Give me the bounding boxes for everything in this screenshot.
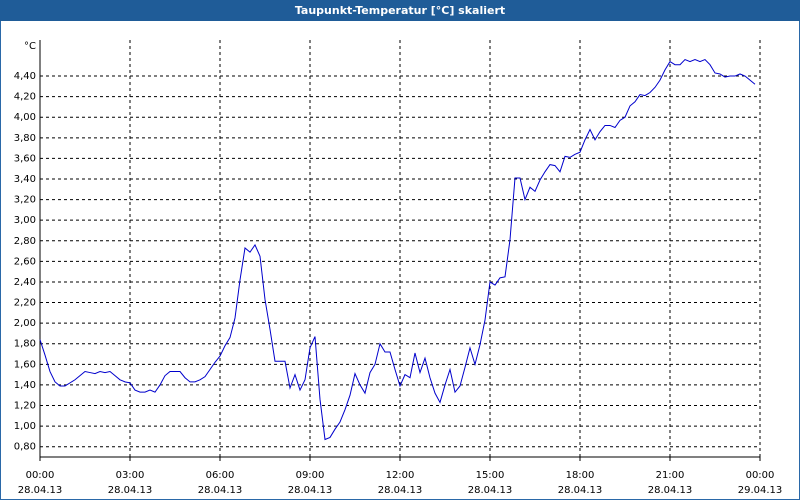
y-tick-label: 2,20: [14, 298, 36, 309]
x-tick-date: 29.04.13: [738, 485, 783, 496]
y-tick-label: 3,40: [14, 174, 36, 185]
x-tick-date: 28.04.13: [108, 485, 153, 496]
x-tick-date: 28.04.13: [198, 485, 243, 496]
title-bar: [0, 0, 800, 21]
y-tick-label: 4,00: [14, 112, 36, 123]
x-tick-label: 09:00: [296, 470, 325, 481]
x-tick-date: 28.04.13: [468, 485, 513, 496]
data-line: [39, 58, 756, 441]
x-tick-label: 00:00: [746, 470, 775, 481]
x-tick-label: 06:00: [206, 470, 235, 481]
x-tick-label: 21:00: [656, 470, 685, 481]
x-tick-date: 28.04.13: [558, 485, 603, 496]
x-tick-label: 00:00: [26, 470, 55, 481]
x-tick-date: 28.04.13: [18, 485, 63, 496]
y-tick-label: 2,00: [14, 318, 36, 329]
y-tick-label: 4,40: [14, 71, 36, 82]
y-tick-label: 1,40: [14, 380, 36, 391]
y-tick-label: 1,60: [14, 359, 36, 370]
y-tick-label: 2,40: [14, 277, 36, 288]
y-tick-label: 1,80: [14, 339, 36, 350]
y-tick-label: 3,60: [14, 153, 36, 164]
y-tick-label: 2,80: [14, 236, 36, 247]
y-unit: °C: [24, 41, 36, 52]
y-tick-label: 3,80: [14, 133, 36, 144]
y-tick-label: 0,80: [14, 442, 36, 453]
x-tick-date: 28.04.13: [288, 485, 333, 496]
x-tick-date: 28.04.13: [378, 485, 423, 496]
y-tick-label: 4,20: [14, 92, 36, 103]
x-tick-label: 12:00: [386, 470, 415, 481]
y-tick-label: 1,00: [14, 421, 36, 432]
chart-title: Taupunkt-Temperatur [°C] skaliert: [295, 4, 505, 17]
x-tick-label: 18:00: [566, 470, 595, 481]
x-tick-date: 28.04.13: [648, 485, 693, 496]
y-tick-label: 2,60: [14, 256, 36, 267]
x-tick-label: 15:00: [476, 470, 505, 481]
y-tick-label: 3,00: [14, 215, 36, 226]
y-tick-label: 3,20: [14, 195, 36, 206]
x-tick-label: 03:00: [116, 470, 145, 481]
y-tick-label: 1,20: [14, 401, 36, 412]
